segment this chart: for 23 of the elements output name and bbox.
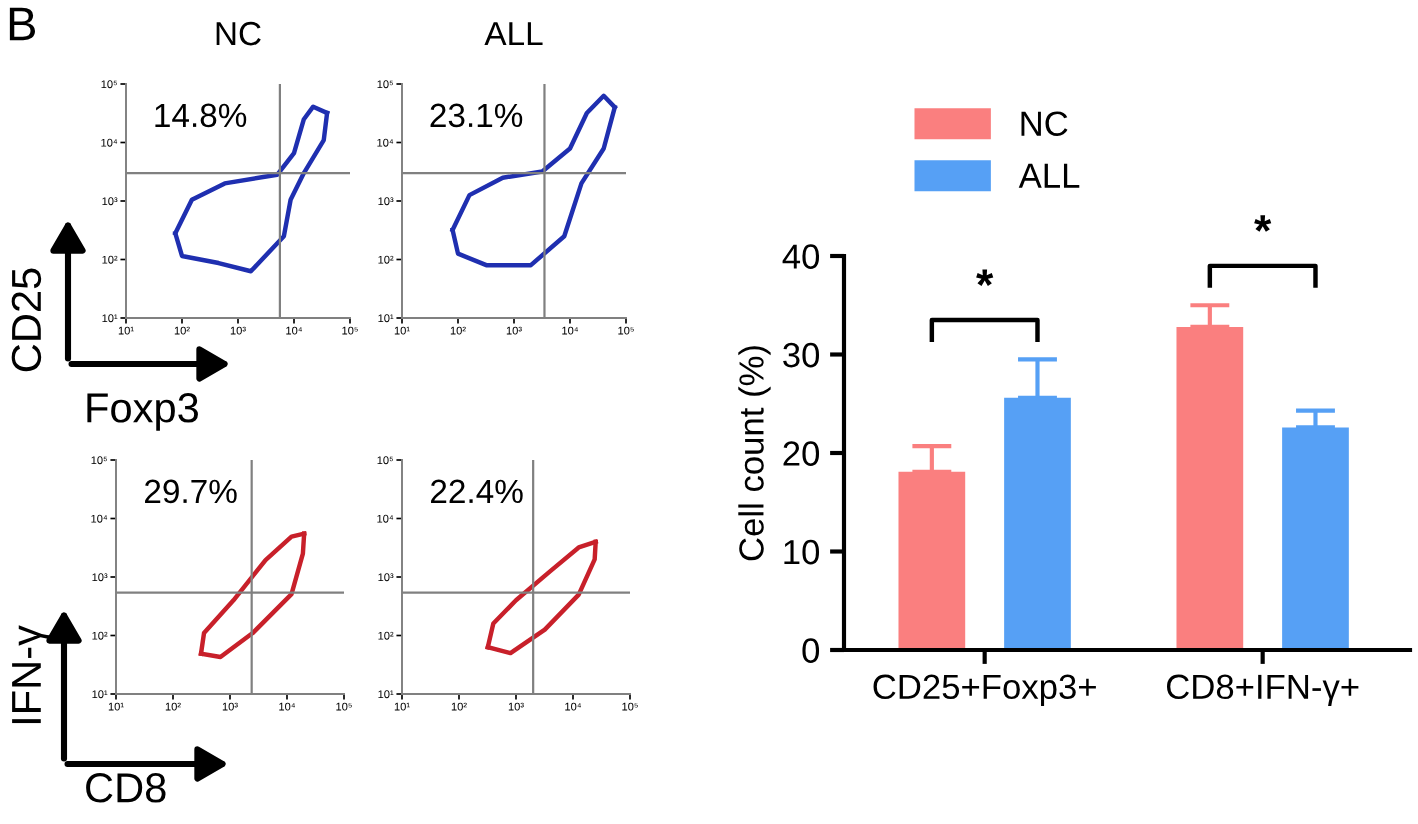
chart-title: NC	[216, 21, 261, 46]
y-tick-label: 30	[783, 342, 820, 368]
annotation: 14.8%	[155, 103, 247, 128]
y-axis-title: Cell count (%)	[738, 346, 771, 561]
y-axis-title: CD25	[11, 268, 42, 372]
y-axis-title: IFN-γ	[12, 625, 50, 724]
chart-title: ALL	[484, 22, 543, 46]
text: *	[1254, 215, 1272, 232]
x-tick-label: CD8+IFN-γ+	[1166, 674, 1359, 706]
y-tick-label: 0	[802, 638, 820, 663]
annotation: 23.1%	[430, 103, 523, 128]
x-axis-title: CD8	[86, 773, 166, 803]
y-tick-label: 40	[782, 244, 820, 269]
annotation: *	[976, 269, 994, 286]
legend-label: ALL	[1018, 163, 1080, 188]
legend-label: NC	[1021, 111, 1068, 136]
annotation: 22.4%	[431, 479, 523, 504]
y-tick-label: 10	[784, 539, 820, 565]
annotation: 29.7%	[145, 479, 237, 504]
y-tick-label: 20	[783, 441, 820, 466]
x-axis-title: Foxp3	[87, 393, 198, 431]
x-tick-label: CD25+Foxp3+	[873, 674, 1096, 706]
text: B	[9, 7, 35, 41]
